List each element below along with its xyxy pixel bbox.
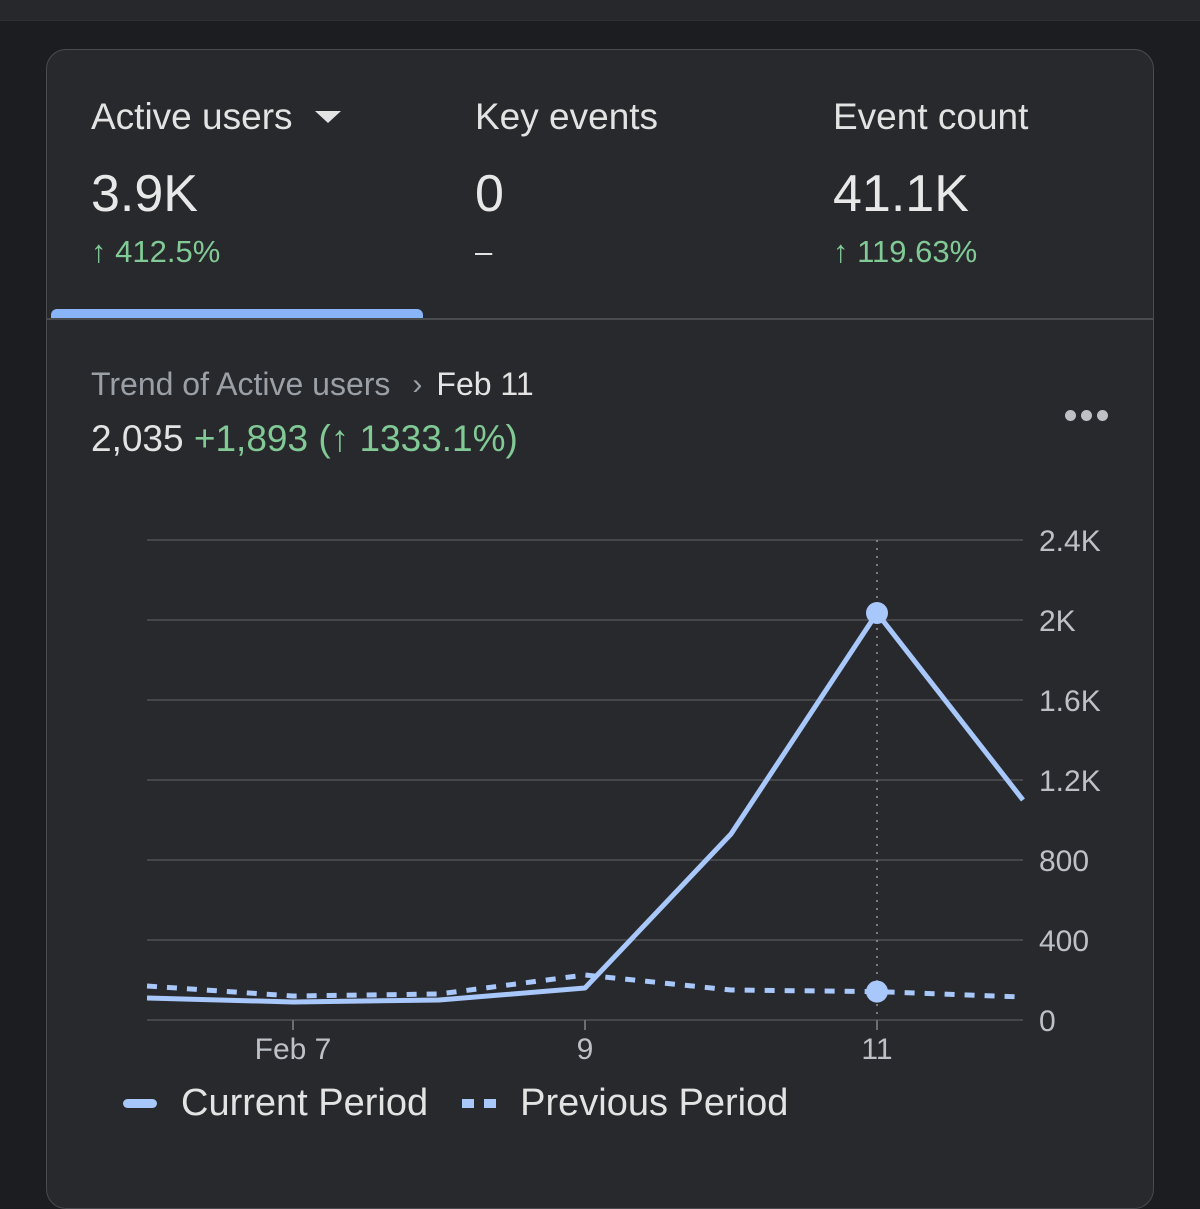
- trend-title-text: Trend of Active users: [91, 366, 391, 402]
- highlight-point-previous[interactable]: [866, 980, 888, 1003]
- y-tick-label: 0: [1039, 1005, 1056, 1038]
- chevron-right-icon: ›: [412, 367, 423, 401]
- chart-legend: Current Period Previous Period: [123, 1082, 788, 1125]
- y-tick-label: 1.2K: [1039, 765, 1101, 798]
- metric-event-count-change: ↑ 119.63%: [833, 234, 978, 269]
- selected-tab-indicator: [51, 309, 423, 318]
- y-tick-label: 2K: [1039, 605, 1076, 638]
- analytics-card: Active users 3.9K ↑ 412.5% Key events 0 …: [46, 49, 1154, 1209]
- highlight-point-current[interactable]: [866, 602, 888, 624]
- trend-value: 2,035 +1,893 (↑ 1333.1%): [91, 418, 518, 460]
- metric-active-users-change: ↑ 412.5%: [91, 234, 221, 269]
- y-tick-label: 1.6K: [1039, 685, 1101, 718]
- metric-active-users-label: Active users: [91, 96, 293, 137]
- legend-current-label: Current Period: [181, 1082, 429, 1124]
- metric-event-count[interactable]: Event count 41.1K ↑ 119.63%: [833, 96, 1028, 270]
- active-users-chart: 0 400 800 1.2K 1.6K 2K 2.4K Feb 7 9 11: [146, 525, 1101, 1066]
- x-tick-label: 11: [861, 1033, 892, 1066]
- more-options-icon[interactable]: [1065, 408, 1115, 428]
- metric-key-events[interactable]: Key events 0 –: [475, 96, 658, 270]
- dropdown-caret-icon[interactable]: [314, 111, 341, 123]
- legend-previous-label: Previous Period: [520, 1082, 789, 1124]
- y-tick-label: 400: [1039, 925, 1089, 958]
- metric-key-events-label: Key events: [475, 96, 659, 137]
- metric-event-count-value: 41.1K: [833, 165, 969, 223]
- trend-delta: +1,893: [193, 418, 309, 459]
- series-previous-period: [146, 972, 1024, 1000]
- legend-previous-swatch: [462, 1099, 497, 1108]
- metric-active-users-value: 3.9K: [91, 165, 198, 223]
- y-tick-label: 2.4K: [1039, 525, 1101, 558]
- trend-title: Trend of Active users › Feb 11: [91, 366, 534, 403]
- trend-date: Feb 11: [436, 366, 534, 402]
- y-tick-label: 800: [1039, 845, 1089, 878]
- series-current-period: [146, 610, 1025, 1005]
- metric-key-events-value: 0: [475, 165, 504, 223]
- top-bar: [0, 0, 1200, 21]
- x-tick-label: 9: [577, 1033, 594, 1066]
- trend-delta-pct: (↑ 1333.1%): [318, 418, 518, 459]
- divider: [47, 318, 1153, 320]
- x-tick-label: Feb 7: [255, 1033, 332, 1066]
- trend-value-number: 2,035: [91, 418, 184, 459]
- metric-active-users[interactable]: Active users 3.9K ↑ 412.5%: [91, 96, 341, 270]
- metric-key-events-change: –: [475, 234, 493, 269]
- legend-current-swatch: [123, 1099, 157, 1108]
- metric-event-count-label: Event count: [833, 96, 1029, 137]
